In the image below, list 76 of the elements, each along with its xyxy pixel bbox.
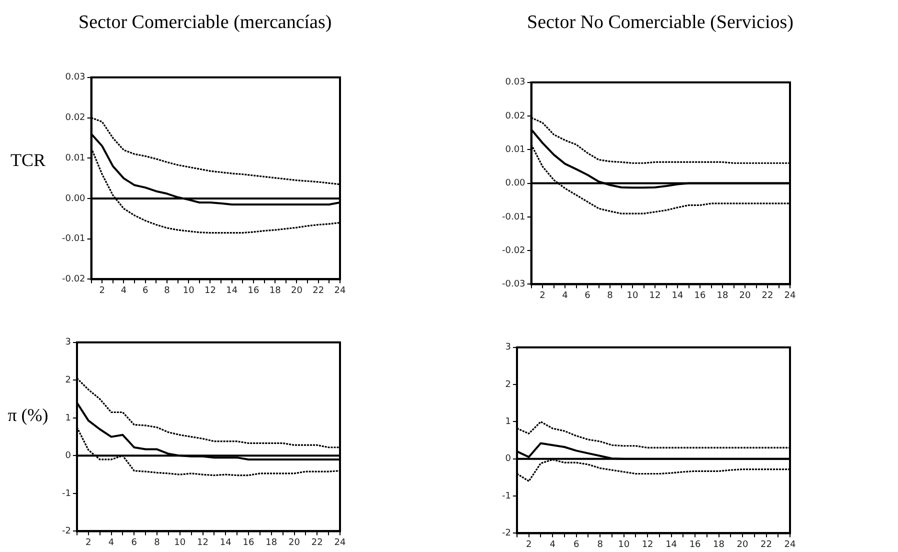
x-tick-label: 4 xyxy=(562,290,568,301)
y-tick-label: 0.00 xyxy=(505,178,526,189)
x-tick-label: 24 xyxy=(784,290,796,301)
x-tick-label: 16 xyxy=(242,538,255,548)
x-tick-label: 8 xyxy=(164,286,170,296)
x-tick-label: 22 xyxy=(760,540,772,550)
x-tick-label: 18 xyxy=(716,290,729,301)
x-tick-label: 6 xyxy=(573,540,580,550)
x-tick-label: 18 xyxy=(713,540,725,550)
y-tick-label: 2 xyxy=(505,380,511,390)
x-tick-label: 12 xyxy=(642,540,654,550)
x-tick-label: 6 xyxy=(584,290,591,301)
x-tick-label: 12 xyxy=(649,290,661,301)
x-tick-label: 18 xyxy=(269,286,282,296)
y-tick-label: -0.02 xyxy=(502,246,526,256)
x-tick-label: 12 xyxy=(197,538,208,548)
x-tick-label: 10 xyxy=(174,538,186,548)
x-tick-label: 2 xyxy=(99,286,105,296)
x-tick-label: 4 xyxy=(120,286,127,296)
x-tick-label: 8 xyxy=(154,538,160,548)
x-tick-label: 10 xyxy=(618,540,630,550)
y-tick-label: 2 xyxy=(65,376,71,386)
x-tick-label: 20 xyxy=(739,290,752,301)
x-tick-label: 24 xyxy=(784,540,796,550)
x-tick-label: 16 xyxy=(248,286,260,296)
y-tick-label: 3 xyxy=(505,342,511,353)
y-axis-title: π (%) xyxy=(6,404,50,426)
y-tick-label: -0.03 xyxy=(502,280,526,290)
x-tick-label: 22 xyxy=(762,290,774,301)
y-tick-label: 0.01 xyxy=(505,145,526,156)
x-tick-label: 16 xyxy=(694,290,706,301)
x-tick-label: 6 xyxy=(142,286,148,296)
y-tick-label: 1 xyxy=(505,417,511,428)
y-tick-label: 0.02 xyxy=(65,113,86,124)
x-tick-label: 8 xyxy=(597,540,604,550)
x-tick-label: 20 xyxy=(288,538,300,548)
x-tick-label: 4 xyxy=(108,538,114,548)
y-tick-label: 0.03 xyxy=(505,78,526,88)
x-tick-label: 16 xyxy=(689,540,702,550)
x-tick-label: 14 xyxy=(666,540,678,550)
y-tick-label: -1 xyxy=(502,491,511,502)
x-tick-label: 14 xyxy=(220,538,232,548)
y-tick-label: -0.01 xyxy=(62,234,86,244)
y-axis-title: TCR xyxy=(9,150,46,170)
x-tick-label: 20 xyxy=(291,286,303,296)
x-tick-label: 8 xyxy=(607,290,614,301)
y-tick-label: -2 xyxy=(502,528,511,539)
chart-title: Sector No Comerciable (Servicios) xyxy=(527,12,794,34)
x-tick-label: 12 xyxy=(204,286,216,296)
x-tick-label: 18 xyxy=(266,538,278,548)
y-tick-label: -1 xyxy=(62,488,71,499)
y-tick-label: 0.00 xyxy=(65,194,86,204)
x-tick-label: 6 xyxy=(131,538,138,548)
x-tick-label: 2 xyxy=(526,540,532,550)
y-tick-label: -0.01 xyxy=(502,212,526,222)
x-tick-label: 2 xyxy=(540,290,546,301)
x-tick-label: 14 xyxy=(672,290,684,301)
y-tick-label: 0 xyxy=(505,454,512,464)
x-tick-label: 24 xyxy=(334,538,346,548)
y-tick-label: -0.02 xyxy=(62,274,86,285)
x-tick-label: 10 xyxy=(626,290,639,301)
y-tick-label: 1 xyxy=(65,413,71,424)
y-tick-label: 0.02 xyxy=(505,111,526,122)
x-tick-label: 20 xyxy=(736,540,749,550)
y-tick-label: 0 xyxy=(65,451,72,462)
chart-title: Sector Comerciable (mercancías) xyxy=(78,12,332,34)
y-tick-label: 0.03 xyxy=(65,72,86,83)
y-tick-label: 0.01 xyxy=(65,153,86,164)
x-tick-label: 14 xyxy=(226,286,238,296)
x-tick-label: 4 xyxy=(550,540,556,550)
x-tick-label: 24 xyxy=(334,286,346,296)
x-tick-label: 10 xyxy=(182,286,195,296)
x-tick-label: 22 xyxy=(311,538,323,548)
y-tick-label: -2 xyxy=(62,526,71,537)
x-tick-label: 22 xyxy=(312,286,324,296)
y-tick-label: 3 xyxy=(65,338,71,348)
